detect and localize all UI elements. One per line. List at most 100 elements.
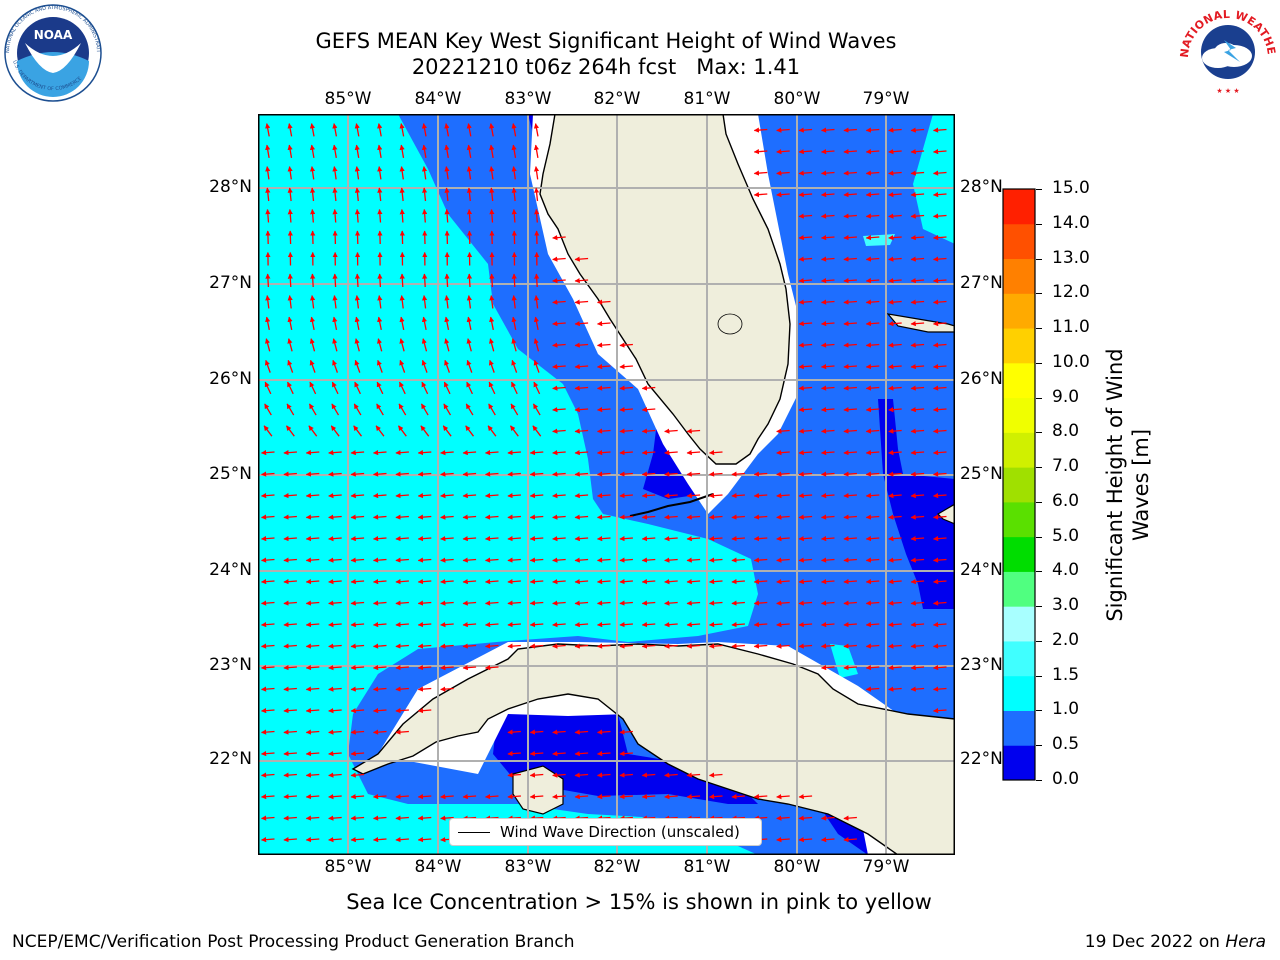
wave-direction-arrow xyxy=(664,600,678,606)
wave-direction-arrow xyxy=(820,493,835,499)
wave-direction-arrow xyxy=(332,273,338,288)
wave-direction-arrow xyxy=(552,729,566,735)
wave-direction-arrow xyxy=(350,729,365,735)
wave-direction-arrow xyxy=(619,622,633,628)
wave-direction-arrow xyxy=(305,514,320,520)
wave-direction-arrow xyxy=(511,144,517,159)
lake-okeechobee xyxy=(717,313,743,335)
wave-direction-arrow xyxy=(466,295,472,309)
footer-branch: NCEP/EMC/Verification Post Processing Pr… xyxy=(12,932,575,952)
wave-direction-arrow xyxy=(932,471,947,477)
colorbar-segment xyxy=(1003,397,1035,433)
wave-direction-arrow xyxy=(798,600,813,606)
lat-label-left: 23°N xyxy=(209,655,252,675)
wave-direction-arrow xyxy=(932,450,947,456)
wave-direction-arrow xyxy=(422,187,428,202)
wave-direction-arrow xyxy=(888,600,902,606)
wave-direction-arrow xyxy=(574,600,589,606)
wave-direction-arrow xyxy=(507,514,521,520)
wave-direction-arrow xyxy=(399,166,405,180)
wave-direction-arrow xyxy=(308,425,318,437)
wave-direction-arrow xyxy=(440,815,454,821)
wave-direction-arrow xyxy=(596,450,611,456)
wave-direction-arrow xyxy=(399,123,405,137)
wave-direction-arrow xyxy=(534,295,540,309)
wave-direction-arrow xyxy=(534,187,540,202)
wave-direction-arrow xyxy=(305,708,320,714)
colorbar-tick-mark xyxy=(1036,362,1042,364)
lon-label-bottom: 82°W xyxy=(593,857,641,877)
wave-direction-arrow xyxy=(641,536,656,542)
wave-direction-arrow xyxy=(507,772,521,778)
wave-direction-arrow xyxy=(444,144,450,159)
wave-direction-arrow xyxy=(932,407,947,413)
wave-direction-arrow xyxy=(552,428,566,434)
wave-direction-arrow xyxy=(417,471,432,477)
wave-direction-arrow xyxy=(489,316,495,331)
wave-direction-arrow xyxy=(462,643,477,649)
wave-direction-arrow xyxy=(820,428,835,434)
wave-direction-arrow xyxy=(641,471,656,477)
wave-direction-arrow xyxy=(421,166,428,180)
lon-label-bottom: 83°W xyxy=(504,857,552,877)
map-legend: Wind Wave Direction (unscaled) xyxy=(449,818,762,846)
wave-direction-arrow xyxy=(731,643,745,649)
wave-direction-arrow xyxy=(420,425,430,437)
wave-direction-arrow xyxy=(888,149,902,155)
wave-direction-arrow xyxy=(395,665,409,671)
wave-direction-arrow xyxy=(507,643,521,649)
florida-keys xyxy=(629,493,714,517)
wave-direction-arrow xyxy=(865,622,880,628)
wave-direction-arrow xyxy=(376,403,384,416)
wave-direction-arrow xyxy=(533,123,540,137)
wave-direction-arrow xyxy=(552,557,566,563)
wave-direction-arrow xyxy=(417,579,432,585)
wave-direction-arrow xyxy=(305,643,320,649)
wave-direction-arrow xyxy=(776,149,790,155)
wave-direction-arrow xyxy=(731,536,745,542)
wave-direction-arrow xyxy=(529,536,544,542)
wave-direction-arrow xyxy=(287,338,293,352)
wave-direction-arrow xyxy=(328,772,342,778)
wave-direction-arrow xyxy=(798,428,813,434)
wave-direction-arrow xyxy=(529,471,544,477)
wave-direction-arrow xyxy=(574,794,589,800)
wave-direction-arrow xyxy=(354,166,360,180)
wave-direction-arrow xyxy=(372,557,387,563)
wave-direction-arrow xyxy=(596,536,611,542)
colorbar-tick-label: 3.0 xyxy=(1052,595,1080,616)
colorbar-segment xyxy=(1003,571,1035,607)
wave-direction-arrow xyxy=(932,364,947,370)
wave-direction-arrow xyxy=(372,794,387,800)
wave-direction-arrow xyxy=(265,338,271,352)
wave-direction-arrow xyxy=(350,643,365,649)
wave-direction-arrow xyxy=(529,794,544,800)
wave-direction-arrow xyxy=(330,425,340,437)
wave-direction-arrow xyxy=(309,381,317,395)
colorbar-tick-mark xyxy=(1036,328,1042,330)
wave-direction-arrow xyxy=(305,665,320,671)
wave-direction-arrow xyxy=(417,665,432,671)
colorbar-tick-label: 13.0 xyxy=(1052,247,1090,268)
wave-direction-arrow xyxy=(305,536,320,542)
wave-direction-arrow xyxy=(619,729,633,735)
wave-direction-arrow xyxy=(417,536,432,542)
wave-direction-arrow xyxy=(552,579,566,585)
wave-direction-arrow xyxy=(910,321,925,327)
wave-direction-arrow xyxy=(820,256,835,262)
colorbar-segment xyxy=(1003,675,1035,711)
wave-direction-arrow xyxy=(820,278,835,284)
wave-direction-arrow xyxy=(398,403,407,416)
wave-direction-arrow xyxy=(466,338,472,352)
wave-direction-arrow xyxy=(350,622,365,628)
lat-label-right: 24°N xyxy=(960,560,1003,580)
wave-direction-arrow xyxy=(664,622,678,628)
colorbar-tick-label: 0.5 xyxy=(1052,734,1080,755)
wave-direction-arrow xyxy=(484,579,499,585)
wave-direction-arrow xyxy=(484,622,499,628)
wave-direction-arrow xyxy=(305,815,320,821)
wave-direction-arrow xyxy=(466,187,472,202)
wave-direction-arrow xyxy=(462,450,477,456)
wave-direction-arrow xyxy=(466,144,472,159)
wave-direction-arrow xyxy=(443,403,452,416)
